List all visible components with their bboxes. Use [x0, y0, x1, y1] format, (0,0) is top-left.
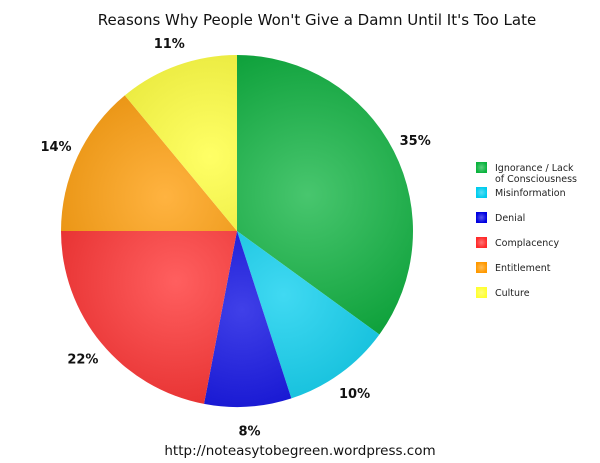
- pie-slice-denial: [204, 231, 292, 408]
- legend-label: Misinformation: [495, 188, 566, 199]
- footer-url: http://noteasytobegreen.wordpress.com: [164, 443, 435, 459]
- legend-swatch: [476, 187, 487, 198]
- legend-swatch: [476, 262, 487, 273]
- pie-slices: [61, 55, 413, 408]
- legend-item-misinformation: Misinformation: [476, 187, 566, 199]
- legend-item-ignorance-lack-of-consciousness: Ignorance / Lack of Consciousness: [476, 162, 577, 185]
- pie-slice-misinformation: [237, 231, 380, 399]
- legend-swatch: [476, 237, 487, 248]
- legend-item-complacency: Complacency: [476, 237, 560, 249]
- legend-swatch: [476, 287, 487, 298]
- legend-item-culture: Culture: [476, 287, 530, 299]
- pie-slice-culture: [124, 55, 237, 231]
- value-label-misinformation: 10%: [339, 387, 370, 402]
- value-label-ignorance-lack-of-consciousness: 35%: [400, 134, 431, 149]
- legend-label: Ignorance / Lack of Consciousness: [495, 163, 577, 185]
- legend-label: Complacency: [495, 238, 560, 249]
- pie-slice-ignorance-lack-of-consciousness: [237, 55, 413, 335]
- percentage-labels: 35% 10% 8% 22% 14% 11%: [40, 37, 430, 440]
- legend-label: Entitlement: [495, 263, 551, 274]
- legend-label: Denial: [495, 213, 525, 224]
- value-label-complacency: 22%: [67, 352, 98, 367]
- legend-item-denial: Denial: [476, 212, 525, 224]
- legend-swatch: [476, 212, 487, 223]
- value-label-denial: 8%: [239, 425, 261, 440]
- value-label-culture: 11%: [154, 37, 185, 52]
- pie-slice-entitlement: [61, 95, 237, 231]
- legend-label: Culture: [495, 288, 530, 299]
- legend: Ignorance / Lack of Consciousness Misinfor…: [476, 162, 577, 299]
- pie-slice-complacency: [61, 231, 237, 404]
- chart-title: Reasons Why People Won't Give a Damn Unt…: [98, 11, 536, 29]
- value-label-entitlement: 14%: [40, 140, 71, 155]
- legend-swatch: [476, 162, 487, 173]
- legend-item-entitlement: Entitlement: [476, 262, 551, 274]
